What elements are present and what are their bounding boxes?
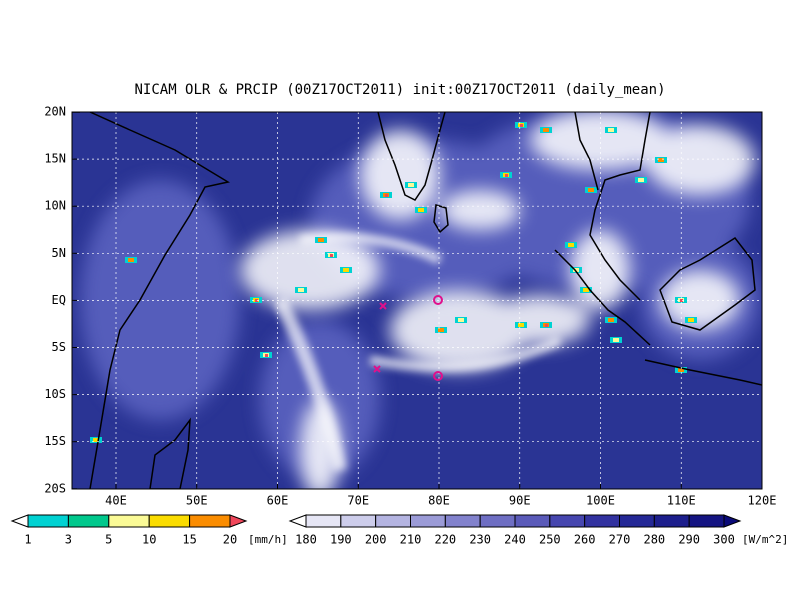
colorbar-end [723,514,742,528]
colorbar-end [288,514,307,528]
colorbar-cell [410,514,446,528]
colorbar-label: 20 [223,533,237,547]
lat-label: EQ [52,293,66,307]
precip-cell [343,268,349,272]
precip-cell [573,268,579,272]
lon-label: 120E [748,494,777,508]
colorbar-label: 200 [365,533,387,547]
colorbar-cell [688,514,725,528]
precip-cell [458,318,464,322]
precip-cell [608,318,614,322]
lon-label: 60E [267,494,289,508]
lon-label: 70E [347,494,369,508]
precip-cell [518,323,524,327]
colorbar-label: 15 [182,533,196,547]
precip-cell [265,354,268,357]
precip-cell [438,328,444,332]
colorbar-label: 230 [469,533,491,547]
precip-cell [638,178,644,182]
colorbar-unit: [W/m^2] [742,533,788,546]
lat-label: 5S [52,340,66,354]
colorbar-label: 3 [65,533,72,547]
lat-label: 10S [44,387,66,401]
precip-cell [520,124,523,127]
colorbar-label: 300 [713,533,735,547]
precip-cell [330,254,333,257]
colorbar-cell [514,514,551,528]
colorbar-label: 290 [678,533,700,547]
colorbar-cell [619,514,655,528]
title: NICAM OLR & PRCIP (00Z17OCT2011) init:00… [134,82,665,98]
precip-cell [418,208,424,212]
precip-cell [318,238,324,242]
lat-label: 15S [44,434,66,448]
lon-label: 110E [667,494,696,508]
precip-cell [543,128,549,132]
colorbar-cell [67,514,110,528]
precip-cell [688,318,694,322]
colorbar-cell [375,514,411,528]
map-field [72,112,762,489]
colorbar-label: 240 [504,533,526,547]
colorbar-end [229,514,248,528]
coastlines [72,112,762,489]
precip-cell [588,188,594,192]
colorbar-label: 210 [400,533,422,547]
colorbar-label: 5 [105,533,112,547]
colorbar-label: 10 [142,533,156,547]
precip-cell [255,299,258,302]
precip-cell [505,174,508,177]
colorbar-cell [340,514,377,528]
precip-cell [408,183,414,187]
colorbar-unit: [mm/h] [248,533,288,546]
colorbar-cell [27,514,69,528]
lat-label: 10N [44,199,66,213]
lon-label: 80E [428,494,450,508]
precip-cell [298,288,304,292]
precip-cell [93,438,99,442]
lat-label: 20N [44,105,66,119]
precip-cell [128,258,134,262]
colorbar-label: 280 [643,533,665,547]
precip-cell [568,243,574,247]
lat-label: 5N [52,246,66,260]
lon-label: 50E [186,494,208,508]
lat-label: 15N [44,152,66,166]
colorbar-label: 220 [434,533,456,547]
lon-label: 40E [105,494,127,508]
colorbar-label: 270 [609,533,631,547]
lat-label: 20S [44,481,66,495]
precip-cell [545,324,548,327]
colorbar-cell [189,514,231,528]
precip-cell [658,158,664,162]
colorbar-cell [549,514,586,528]
precip-cell [680,299,683,302]
colorbar-cell [479,514,516,528]
precip-cell [385,194,388,197]
precip-cell [678,368,684,372]
colorbar-cell [305,514,342,528]
colorbar-label: 260 [574,533,596,547]
colorbar-cell [653,514,690,528]
precip-cell [583,288,589,292]
markers [373,295,443,381]
colorbar-label: 250 [539,533,561,547]
colorbar-end [10,514,29,528]
lon-label: 90E [509,494,531,508]
lon-label: 100E [586,494,615,508]
colorbar-label: 190 [330,533,352,547]
precip-cell [608,128,614,132]
colorbar-label: 1 [24,533,31,547]
colorbar-label: 180 [295,533,317,547]
colorbar-cell [108,514,150,528]
precip-cell [613,338,619,342]
colorbar-cell [584,514,621,528]
colorbar-cell [148,514,191,528]
colorbar-cell [444,514,481,528]
